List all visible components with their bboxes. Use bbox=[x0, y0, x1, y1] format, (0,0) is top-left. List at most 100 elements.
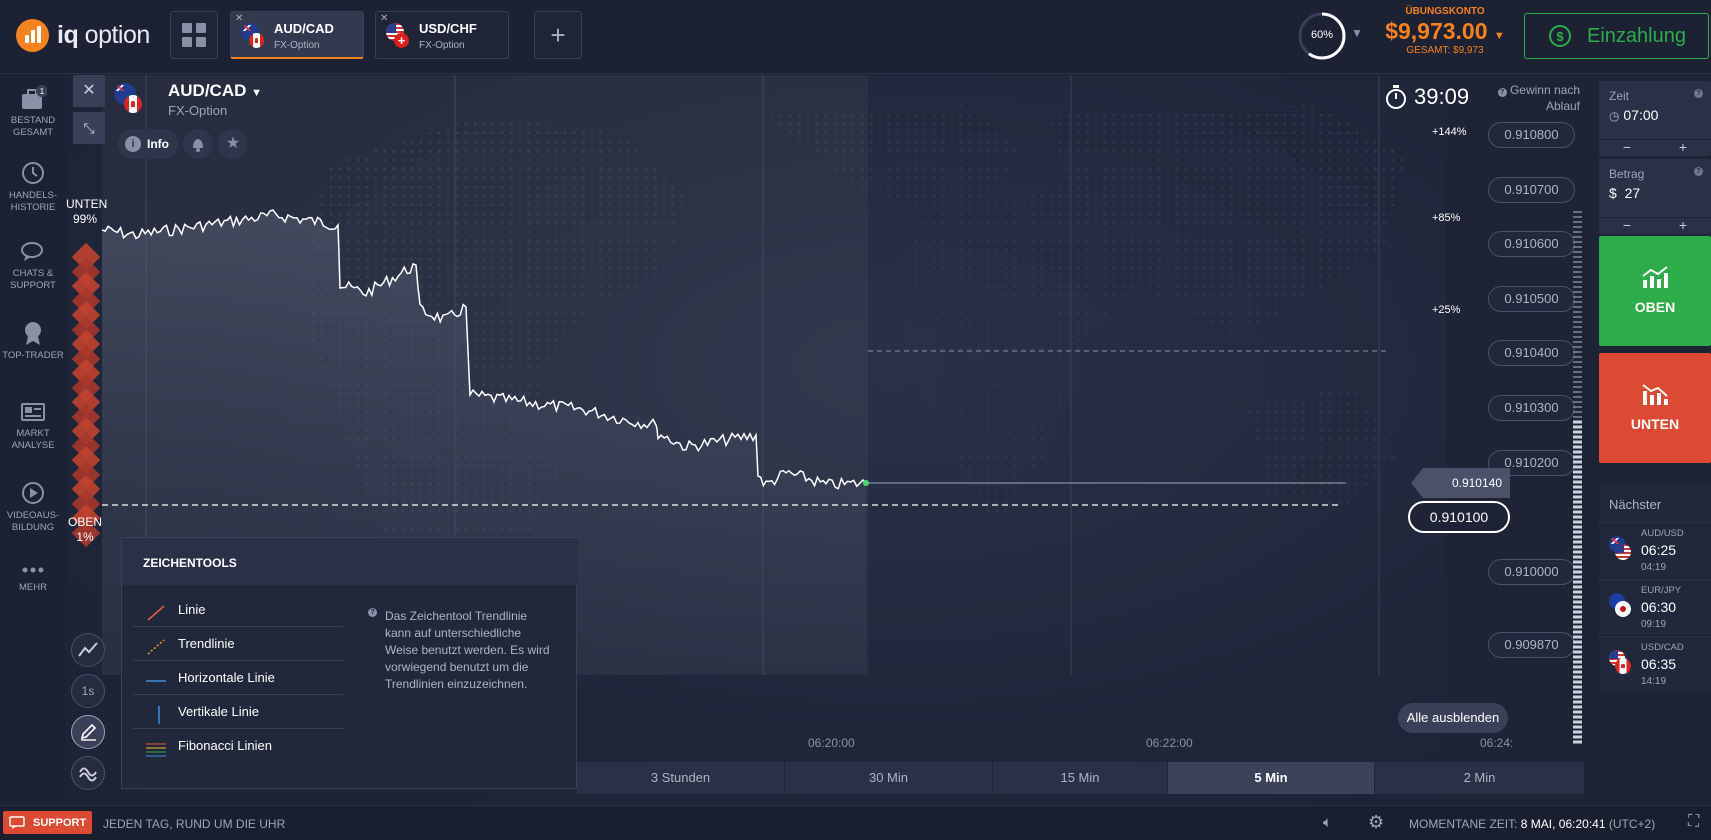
price-axis-label: 0.910600 bbox=[1488, 231, 1575, 257]
clock-icon: ◷ bbox=[1609, 109, 1620, 123]
info-button[interactable]: i Info bbox=[118, 129, 178, 159]
fullscreen-icon[interactable]: ⛶ bbox=[1688, 813, 1700, 830]
iq-option-logo[interactable]: iq option bbox=[16, 19, 150, 52]
tool-line[interactable]: Linie bbox=[133, 593, 343, 627]
add-tab-button[interactable]: + bbox=[534, 11, 582, 59]
tool-fibonacci[interactable]: Fibonacci Linien bbox=[133, 729, 343, 763]
trendline-icon bbox=[146, 635, 166, 655]
price-axis-label: 0.909870 bbox=[1488, 632, 1575, 658]
help-icon: ? bbox=[1497, 88, 1507, 97]
interval-button[interactable]: 1s bbox=[71, 674, 105, 708]
time-plus-button[interactable]: + bbox=[1678, 139, 1688, 155]
sidebar-item-history[interactable]: HANDELS-HISTORIE bbox=[0, 160, 66, 214]
expiry-time-field[interactable]: Zeit ? ◷ 07:00 − + bbox=[1599, 81, 1711, 156]
sidebar-item-portfolio[interactable]: 1 BESTAND GESAMT bbox=[10, 85, 56, 138]
next-expiry-item[interactable]: USD/CAD 06:35 14:19 bbox=[1599, 636, 1711, 692]
payout-scale bbox=[1573, 211, 1582, 746]
sidebar-item-chats[interactable]: CHATS & SUPPORT bbox=[0, 240, 66, 292]
payout-level: +144% bbox=[1432, 126, 1467, 138]
drawing-tools-popup: ZEICHENTOOLS bbox=[121, 537, 578, 789]
price-axis-label: 0.910000 bbox=[1488, 559, 1575, 585]
asset-flag-icon bbox=[114, 83, 150, 119]
sound-icon[interactable]: 🔈︎ bbox=[1323, 814, 1333, 831]
minimize-chart-button[interactable]: ⤡ bbox=[73, 112, 105, 144]
chat-icon bbox=[9, 815, 25, 829]
tool-trendline[interactable]: Trendlinie bbox=[133, 627, 343, 661]
payout-level: +85% bbox=[1432, 212, 1461, 224]
price-axis-label: 0.910500 bbox=[1488, 286, 1575, 312]
news-icon bbox=[21, 403, 45, 421]
tab-usd-chf[interactable]: ✕ USD/CHF FX-Option bbox=[375, 11, 509, 59]
chart-area[interactable]: ✕ ⤡ AUD/CAD ▼ FX-Option i Info ★ 39:09 ?… bbox=[66, 75, 1582, 805]
line-icon bbox=[146, 601, 166, 621]
deposit-button[interactable]: $ Einzahlung bbox=[1524, 13, 1709, 59]
next-expiry-item[interactable]: AUD/USD 06:25 04:19 bbox=[1599, 522, 1711, 578]
sentiment-up: OBEN 1% bbox=[67, 515, 102, 544]
close-tab-icon[interactable]: ✕ bbox=[235, 13, 244, 24]
bell-icon bbox=[193, 139, 203, 152]
risk-gauge[interactable]: 60% bbox=[1297, 11, 1347, 61]
close-chart-button[interactable]: ✕ bbox=[73, 75, 105, 107]
current-price-tag: 0.910140 bbox=[1411, 468, 1510, 498]
amount-plus-button[interactable]: + bbox=[1678, 217, 1688, 233]
put-button[interactable]: UNTEN bbox=[1599, 353, 1711, 463]
indicators-button[interactable] bbox=[71, 756, 105, 790]
tool-vertical-line[interactable]: Vertikale Linie bbox=[133, 695, 343, 729]
alert-button[interactable] bbox=[183, 129, 213, 159]
amount-minus-button[interactable]: − bbox=[1622, 217, 1632, 233]
settings-gear-icon[interactable]: ⚙︎ bbox=[1368, 812, 1385, 832]
next-expiry-item[interactable]: EUR/JPY 06:30 09:19 bbox=[1599, 579, 1711, 635]
timeframe-15min[interactable]: 15 Min bbox=[993, 762, 1167, 794]
plus-icon: + bbox=[550, 19, 566, 50]
help-icon: ? bbox=[1694, 89, 1703, 98]
tab-pair: USD/CHF bbox=[419, 21, 477, 36]
drawing-tools-button[interactable] bbox=[71, 715, 105, 749]
amount-field[interactable]: Betrag ? $ 27 − + bbox=[1599, 159, 1711, 234]
call-button[interactable]: OBEN bbox=[1599, 236, 1711, 346]
help-icon: ? bbox=[1694, 167, 1703, 176]
play-icon bbox=[22, 482, 44, 504]
price-chart[interactable] bbox=[66, 75, 1446, 805]
hide-all-button[interactable]: Alle ausblenden bbox=[1398, 703, 1508, 733]
support-button[interactable]: SUPPORT bbox=[3, 811, 92, 834]
tab-aud-cad[interactable]: ✕ AUD/CAD FX-Option bbox=[230, 11, 364, 59]
svg-text:1: 1 bbox=[40, 87, 45, 96]
tab-type: FX-Option bbox=[419, 40, 465, 51]
tab-pair: AUD/CAD bbox=[274, 21, 334, 36]
current-time: MOMENTANE ZEIT: 8 MAI, 06:20:41 (UTC+2) bbox=[1409, 817, 1656, 831]
status-bar: SUPPORT JEDEN TAG, RUND UM DIE UHR 🔈︎ ⚙︎… bbox=[0, 805, 1711, 840]
time-axis-label: 06:22:00 bbox=[1146, 736, 1193, 750]
profit-label: ? Gewinn nach Ablauf bbox=[1494, 82, 1580, 114]
timeframe-3h[interactable]: 3 Stunden bbox=[577, 762, 784, 794]
vertical-line-icon bbox=[146, 703, 166, 724]
chevron-down-icon: ▼ bbox=[251, 87, 263, 99]
more-icon bbox=[22, 567, 44, 573]
sidebar-item-market-analysis[interactable]: MARKT ANALYSE bbox=[0, 400, 66, 452]
help-icon: ? bbox=[368, 608, 377, 617]
logo-icon bbox=[16, 19, 49, 52]
timeframe-30min[interactable]: 30 Min bbox=[785, 762, 992, 794]
tool-horizontal-line[interactable]: Horizontale Linie bbox=[133, 661, 343, 695]
trade-panel: Zeit ? ◷ 07:00 − + Betrag ? $ 27 − + OBEN … bbox=[1599, 75, 1711, 805]
sidebar-item-more[interactable]: MEHR bbox=[0, 562, 66, 594]
asset-type: FX-Option bbox=[168, 103, 228, 118]
asset-selector[interactable]: AUD/CAD ▼ bbox=[168, 81, 263, 100]
history-icon bbox=[22, 162, 44, 184]
time-minus-button[interactable]: − bbox=[1622, 139, 1632, 155]
sentiment-down: UNTEN 99% bbox=[66, 197, 108, 226]
timeframe-2min[interactable]: 2 Min bbox=[1375, 762, 1584, 794]
price-line bbox=[101, 209, 867, 490]
indicator-icon bbox=[79, 767, 97, 782]
close-tab-icon[interactable]: ✕ bbox=[380, 13, 389, 24]
account-balance[interactable]: ÜBUNGSKONTO $9,973.00 ▼ GESAMT: $9,973 bbox=[1385, 6, 1505, 56]
favorite-button[interactable]: ★ bbox=[218, 129, 248, 159]
strike-price-label[interactable]: 0.910100 bbox=[1408, 501, 1510, 533]
sidebar-item-top-traders[interactable]: TOP-TRADER bbox=[0, 320, 66, 362]
asset-grid-button[interactable] bbox=[170, 11, 218, 59]
timeframe-5min[interactable]: 5 Min bbox=[1168, 762, 1374, 794]
chevron-down-icon[interactable]: ▼ bbox=[1351, 26, 1363, 40]
sidebar-item-video-education[interactable]: VIDEOAUS-BILDUNG bbox=[0, 480, 66, 534]
chat-icon bbox=[21, 242, 43, 261]
chart-type-button[interactable] bbox=[71, 633, 105, 667]
time-axis-label: 06:24: bbox=[1480, 736, 1514, 750]
